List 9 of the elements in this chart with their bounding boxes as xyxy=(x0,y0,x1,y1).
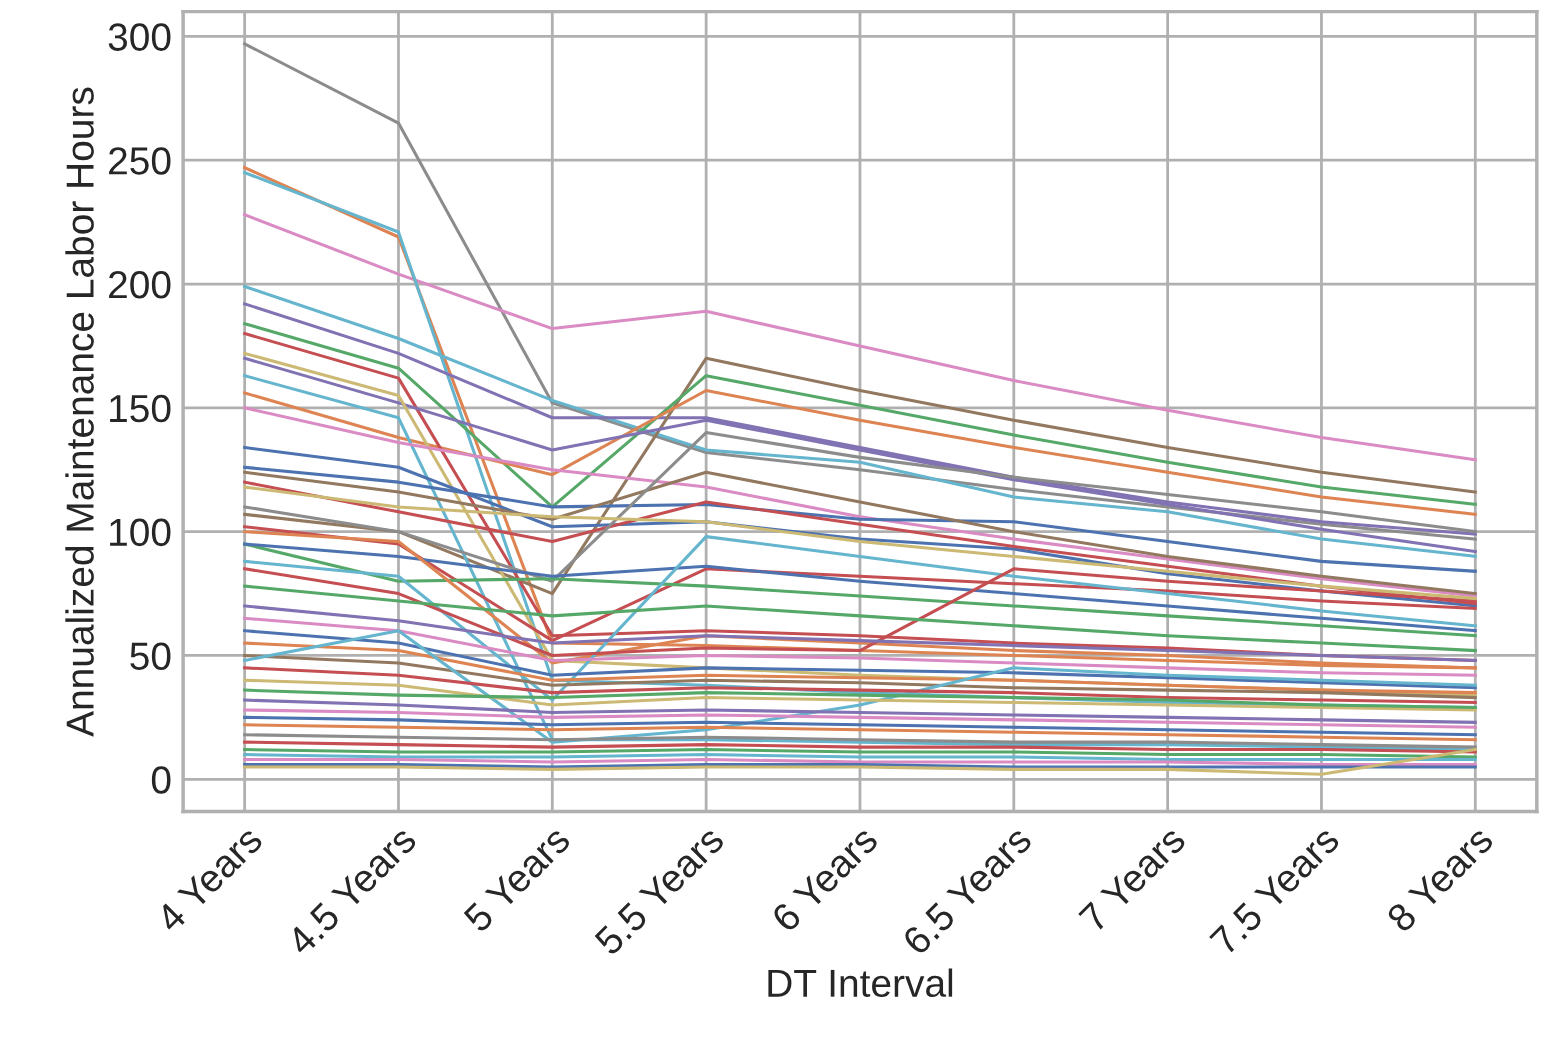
y-axis-title: Annualized Maintenance Labor Hours xyxy=(65,87,94,737)
y-tick-label: 150 xyxy=(110,394,171,423)
y-tick-label: 250 xyxy=(109,147,171,175)
y-tick-label: 300 xyxy=(108,23,171,51)
y-tick-label: 100 xyxy=(110,518,171,547)
y-tick-label: 200 xyxy=(109,270,171,299)
x-axis-title: DT Interval xyxy=(768,968,953,998)
y-tick-label: 0 xyxy=(151,766,171,794)
y-tick-label: 50 xyxy=(130,642,171,670)
